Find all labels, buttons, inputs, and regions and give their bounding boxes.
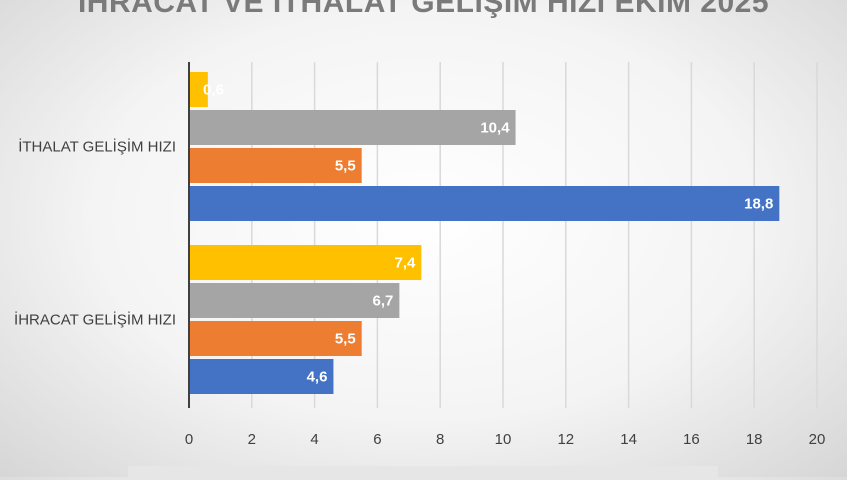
x-axis-ticks: 0 2 4 6 8 10 12 14 16 18 20 xyxy=(185,431,826,448)
x-tick-label: 14 xyxy=(620,431,637,448)
data-label: 5,5 xyxy=(335,331,356,348)
bar xyxy=(189,283,400,318)
data-label: 7,4 xyxy=(395,255,417,272)
data-label: 0,6 xyxy=(203,82,224,99)
data-labels: 0,6 10,4 5,5 18,8 7,4 6,7 5,5 4,6 xyxy=(203,82,773,386)
gridlines xyxy=(251,62,818,408)
data-label: 5,5 xyxy=(335,158,356,175)
x-tick-label: 18 xyxy=(746,431,763,448)
data-label: 4,6 xyxy=(307,369,328,386)
bar xyxy=(189,186,780,221)
bar xyxy=(189,245,422,280)
category-label: İHRACAT GELİŞİM HIZI xyxy=(14,311,176,329)
x-tick-label: 6 xyxy=(373,431,381,448)
x-tick-label: 2 xyxy=(248,431,256,448)
bar xyxy=(189,148,362,183)
x-tick-label: 10 xyxy=(495,431,512,448)
bar xyxy=(189,110,516,145)
x-tick-label: 4 xyxy=(310,431,318,448)
data-label: 18,8 xyxy=(744,196,773,213)
x-tick-label: 0 xyxy=(185,431,193,448)
data-label: 6,7 xyxy=(373,293,394,310)
x-tick-label: 16 xyxy=(683,431,700,448)
chart-title: İHRACAT VE İTHALAT GELİŞİM HIZI EKİM 202… xyxy=(77,0,770,19)
bars xyxy=(189,72,780,394)
bar xyxy=(189,359,334,394)
bar xyxy=(189,321,362,356)
x-tick-label: 8 xyxy=(436,431,444,448)
legend-area xyxy=(128,466,718,480)
x-tick-label: 12 xyxy=(557,431,574,448)
x-tick-label: 20 xyxy=(809,431,826,448)
category-label: İTHALAT GELİŞİM HIZI xyxy=(18,138,176,156)
data-label: 10,4 xyxy=(480,120,510,137)
category-labels: İTHALAT GELİŞİM HIZI İHRACAT GELİŞİM HIZI xyxy=(14,138,176,329)
bar xyxy=(189,72,208,107)
